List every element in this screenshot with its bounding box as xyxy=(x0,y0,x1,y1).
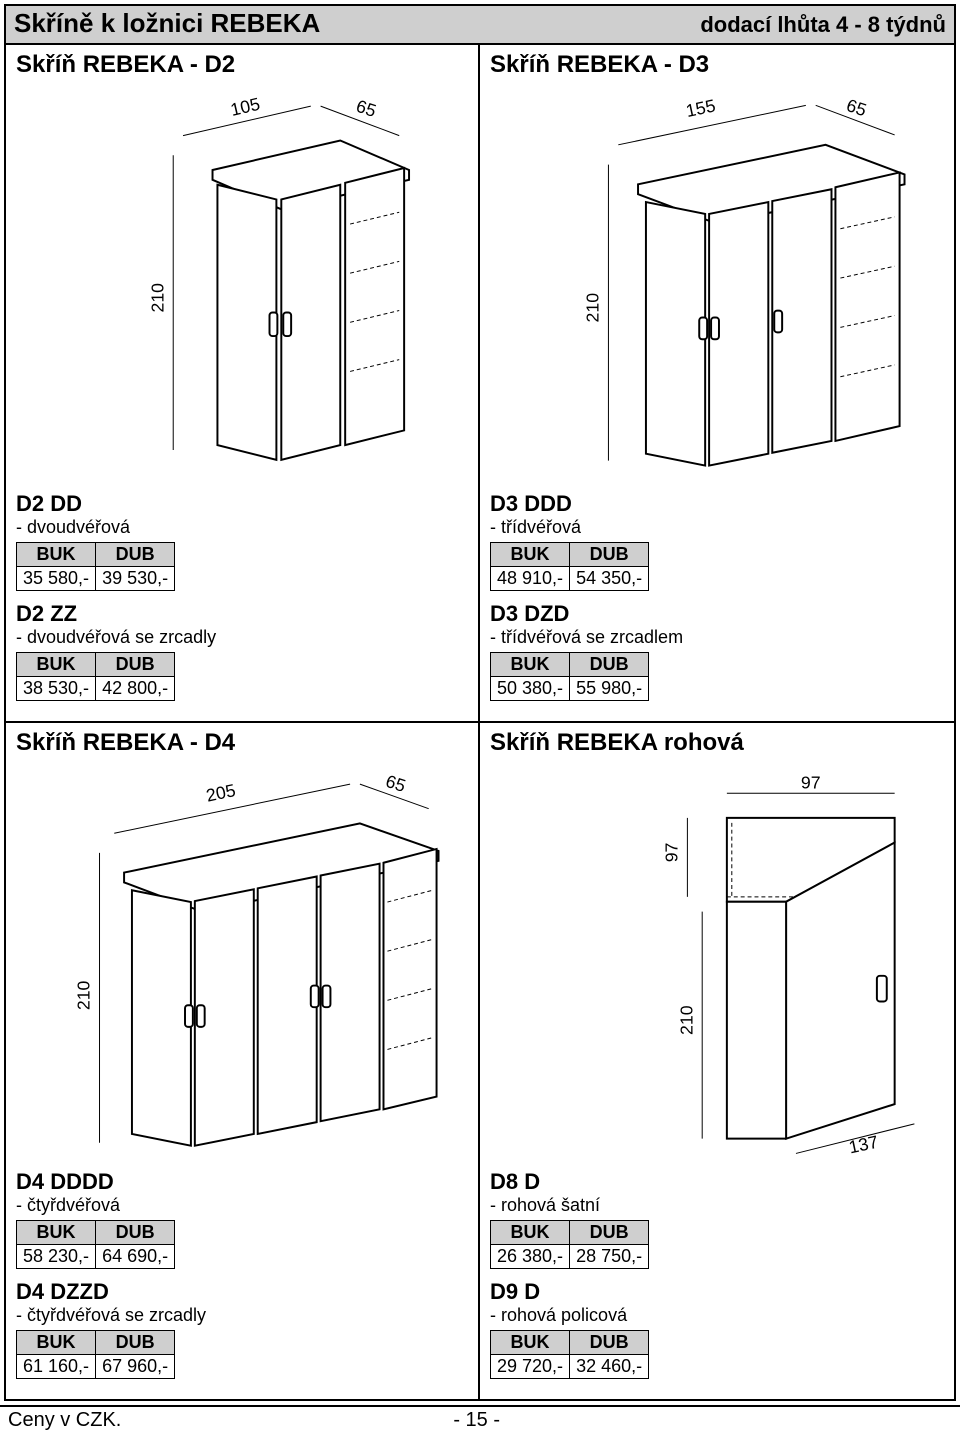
variant-desc: - třídvéřová xyxy=(490,517,944,538)
footer-spacer xyxy=(832,1409,952,1432)
variant-block: D8 D - rohová šatní BUKDUB 26 380,-28 75… xyxy=(490,1169,944,1269)
col-dub: DUB xyxy=(570,653,649,677)
svg-text:105: 105 xyxy=(229,94,262,120)
price-dub: 55 980,- xyxy=(570,677,649,701)
price-dub: 54 350,- xyxy=(570,567,649,591)
currency-note: Ceny v CZK. xyxy=(8,1409,121,1432)
price-buk: 29 720,- xyxy=(491,1355,570,1379)
svg-text:155: 155 xyxy=(684,95,717,121)
price-dub: 67 960,- xyxy=(96,1355,175,1379)
svg-text:205: 205 xyxy=(204,780,237,806)
product-diagram: 155 65 210 xyxy=(490,83,944,483)
page-footer: Ceny v CZK. - 15 - xyxy=(0,1405,960,1434)
variant-block: D2 ZZ - dvoudvéřová se zrcadly BUKDUB 38… xyxy=(16,601,468,701)
page-title: Skříně k ložnici REBEKA xyxy=(14,8,320,39)
col-buk: BUK xyxy=(491,543,570,567)
variant-desc: - čtyřdvéřová xyxy=(16,1195,468,1216)
variant-code: D3 DDD xyxy=(490,491,944,517)
col-buk: BUK xyxy=(17,1221,96,1245)
price-table: BUKDUB 29 720,-32 460,- xyxy=(490,1330,649,1379)
variant-block: D4 DZZD - čtyřdvéřová se zrcadly BUKDUB … xyxy=(16,1279,468,1379)
col-buk: BUK xyxy=(491,653,570,677)
product-cell-corner: Skříň REBEKA rohová 97 97 210 137 xyxy=(480,723,954,1399)
page-number: - 15 - xyxy=(121,1409,832,1432)
price-dub: 42 800,- xyxy=(96,677,175,701)
svg-text:65: 65 xyxy=(383,771,408,796)
col-buk: BUK xyxy=(491,1331,570,1355)
price-table: BUKDUB 35 580,-39 530,- xyxy=(16,542,175,591)
variant-desc: - dvoudvéřová xyxy=(16,517,468,538)
col-dub: DUB xyxy=(96,1221,175,1245)
svg-text:65: 65 xyxy=(844,95,869,120)
variant-block: D2 DD - dvoudvéřová BUKDUB 35 580,-39 53… xyxy=(16,491,468,591)
variant-desc: - třídvéřová se zrcadlem xyxy=(490,627,944,648)
product-title: Skříň REBEKA - D3 xyxy=(490,51,944,79)
product-cell-d3: Skříň REBEKA - D3 155 65 210 xyxy=(480,45,954,723)
variant-desc: - čtyřdvéřová se zrcadly xyxy=(16,1305,468,1326)
price-dub: 39 530,- xyxy=(96,567,175,591)
col-dub: DUB xyxy=(570,1331,649,1355)
col-buk: BUK xyxy=(17,653,96,677)
col-dub: DUB xyxy=(570,1221,649,1245)
svg-text:97: 97 xyxy=(801,772,821,792)
variant-code: D2 DD xyxy=(16,491,468,517)
price-dub: 32 460,- xyxy=(570,1355,649,1379)
product-title: Skříň REBEKA rohová xyxy=(490,729,944,757)
price-buk: 58 230,- xyxy=(17,1245,96,1269)
svg-text:210: 210 xyxy=(147,283,167,313)
col-buk: BUK xyxy=(17,543,96,567)
svg-text:97: 97 xyxy=(662,843,682,863)
col-dub: DUB xyxy=(96,1331,175,1355)
product-cell-d4: Skříň REBEKA - D4 205 65 210 xyxy=(6,723,480,1399)
price-table: BUKDUB 58 230,-64 690,- xyxy=(16,1220,175,1269)
price-buk: 26 380,- xyxy=(491,1245,570,1269)
svg-text:210: 210 xyxy=(74,980,94,1010)
price-buk: 38 530,- xyxy=(17,677,96,701)
product-diagram: 97 97 210 137 xyxy=(490,761,944,1161)
variant-code: D2 ZZ xyxy=(16,601,468,627)
col-buk: BUK xyxy=(17,1331,96,1355)
variant-block: D9 D - rohová policová BUKDUB 29 720,-32… xyxy=(490,1279,944,1379)
price-table: BUKDUB 50 380,-55 980,- xyxy=(490,652,649,701)
variant-desc: - dvoudvéřová se zrcadly xyxy=(16,627,468,648)
price-buk: 35 580,- xyxy=(17,567,96,591)
price-table: BUKDUB 61 160,-67 960,- xyxy=(16,1330,175,1379)
svg-text:137: 137 xyxy=(847,1132,880,1158)
variant-block: D3 DZD - třídvéřová se zrcadlem BUKDUB 5… xyxy=(490,601,944,701)
price-buk: 61 160,- xyxy=(17,1355,96,1379)
price-buk: 48 910,- xyxy=(491,567,570,591)
variant-block: D4 DDDD - čtyřdvéřová BUKDUB 58 230,-64 … xyxy=(16,1169,468,1269)
variant-desc: - rohová policová xyxy=(490,1305,944,1326)
header-bar: Skříně k ložnici REBEKA dodací lhůta 4 -… xyxy=(6,6,954,45)
catalog-page: Skříně k ložnici REBEKA dodací lhůta 4 -… xyxy=(4,4,956,1401)
variant-block: D3 DDD - třídvéřová BUKDUB 48 910,-54 35… xyxy=(490,491,944,591)
col-dub: DUB xyxy=(570,543,649,567)
svg-text:210: 210 xyxy=(676,1005,696,1035)
svg-text:65: 65 xyxy=(354,96,379,121)
variant-code: D8 D xyxy=(490,1169,944,1195)
product-cell-d2: Skříň REBEKA - D2 105 65 210 xyxy=(6,45,480,723)
variant-code: D4 DZZD xyxy=(16,1279,468,1305)
price-table: BUKDUB 26 380,-28 750,- xyxy=(490,1220,649,1269)
variant-desc: - rohová šatní xyxy=(490,1195,944,1216)
product-diagram: 105 65 210 xyxy=(16,83,468,483)
price-buk: 50 380,- xyxy=(491,677,570,701)
col-dub: DUB xyxy=(96,653,175,677)
variant-code: D3 DZD xyxy=(490,601,944,627)
delivery-note: dodací lhůta 4 - 8 týdnů xyxy=(700,12,946,38)
variant-code: D4 DDDD xyxy=(16,1169,468,1195)
product-grid: Skříň REBEKA - D2 105 65 210 xyxy=(6,45,954,1399)
price-dub: 64 690,- xyxy=(96,1245,175,1269)
price-table: BUKDUB 48 910,-54 350,- xyxy=(490,542,649,591)
col-buk: BUK xyxy=(491,1221,570,1245)
variant-code: D9 D xyxy=(490,1279,944,1305)
col-dub: DUB xyxy=(96,543,175,567)
svg-text:210: 210 xyxy=(583,293,603,323)
price-table: BUKDUB 38 530,-42 800,- xyxy=(16,652,175,701)
product-title: Skříň REBEKA - D2 xyxy=(16,51,468,79)
product-title: Skříň REBEKA - D4 xyxy=(16,729,468,757)
product-diagram: 205 65 210 xyxy=(16,761,468,1161)
price-dub: 28 750,- xyxy=(570,1245,649,1269)
